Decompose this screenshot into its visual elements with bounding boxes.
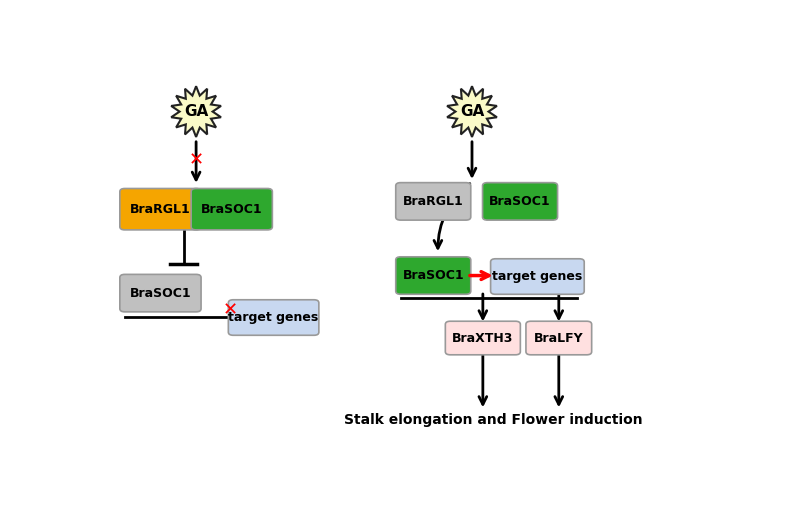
Text: BraXTH3: BraXTH3 xyxy=(452,332,514,345)
FancyBboxPatch shape xyxy=(490,259,584,294)
Text: BraSOC1: BraSOC1 xyxy=(201,203,262,215)
Text: target genes: target genes xyxy=(229,311,318,324)
FancyBboxPatch shape xyxy=(396,183,470,220)
Text: ✕: ✕ xyxy=(222,302,238,320)
Text: BraLFY: BraLFY xyxy=(534,332,584,345)
FancyBboxPatch shape xyxy=(191,189,272,230)
Text: Stalk elongation and Flower induction: Stalk elongation and Flower induction xyxy=(344,413,643,427)
Text: target genes: target genes xyxy=(492,270,582,283)
Text: BraSOC1: BraSOC1 xyxy=(402,269,464,282)
FancyBboxPatch shape xyxy=(482,183,558,220)
FancyArrowPatch shape xyxy=(434,184,470,248)
Text: BraSOC1: BraSOC1 xyxy=(490,195,551,208)
Text: BraRGL1: BraRGL1 xyxy=(403,195,464,208)
Text: BraSOC1: BraSOC1 xyxy=(130,286,191,300)
Text: GA: GA xyxy=(460,104,484,119)
FancyBboxPatch shape xyxy=(396,257,470,294)
FancyBboxPatch shape xyxy=(120,189,201,230)
Text: GA: GA xyxy=(184,104,208,119)
Polygon shape xyxy=(447,86,497,137)
Text: ✕: ✕ xyxy=(189,152,204,169)
FancyBboxPatch shape xyxy=(228,300,319,335)
Polygon shape xyxy=(171,86,221,137)
FancyBboxPatch shape xyxy=(526,321,592,355)
FancyBboxPatch shape xyxy=(446,321,520,355)
Text: BraRGL1: BraRGL1 xyxy=(130,203,191,215)
FancyBboxPatch shape xyxy=(120,274,201,312)
